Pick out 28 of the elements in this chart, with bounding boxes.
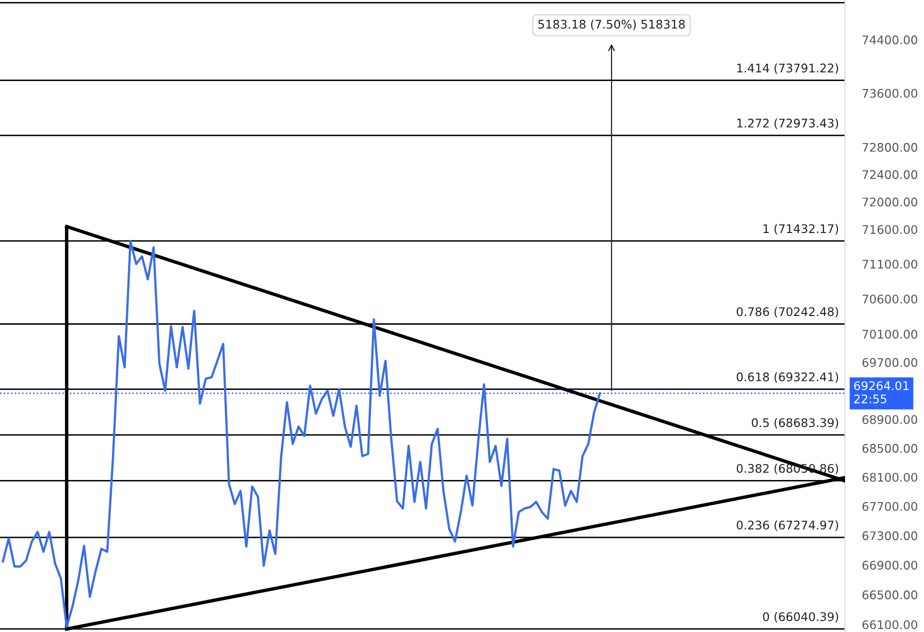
ref-line-label: 69264.01 22:55 [854, 381, 909, 404]
y-tick-label: 72400.00 [862, 170, 918, 180]
ref-line-label: 0.5 (68683.39) [752, 418, 838, 429]
ref-line-label: 1 (71432.17) [764, 224, 838, 235]
y-tick-label: 67700.00 [862, 502, 918, 511]
y-tick-label: 67300.00 [862, 531, 918, 540]
y-tick-label: 66100.00 [862, 620, 918, 630]
y-tick-label: 73600.00 [862, 88, 918, 98]
y-tick-label: 68900.00 [862, 415, 918, 424]
y-tick-label: 71100.00 [862, 260, 918, 269]
y-tick-label: 70100.00 [862, 330, 918, 339]
y-tick-label: 70600.00 [862, 294, 918, 304]
ref-line-label: 0.786 (70242.48) [736, 307, 838, 318]
ref-line-label: 1.272 (72973.43) [737, 118, 838, 129]
y-tick-label: 66900.00 [862, 560, 918, 570]
y-tick-label: 74400.00 [862, 35, 918, 44]
y-tick-label: 72000.00 [862, 198, 918, 206]
annotation: 5183.18 (7.50%) 518318 [538, 20, 685, 30]
y-tick-label: 68100.00 [862, 472, 918, 482]
y-tick-label: 72800.00 [862, 142, 918, 152]
ref-line-label: 1.414 (73791.22) [737, 63, 838, 74]
y-tick-label: 69700.00 [862, 358, 918, 367]
y-tick-label: 68500.00 [862, 444, 918, 453]
y-tick-label: 66500.00 [862, 590, 918, 600]
y-tick-label: 71600.00 [862, 225, 918, 234]
ref-line-label: 0.236 (67274.97) [736, 520, 838, 531]
ref-line-label: 0.618 (69322.41) [736, 372, 838, 383]
ref-line-label: 0 (66040.39) [763, 612, 838, 623]
